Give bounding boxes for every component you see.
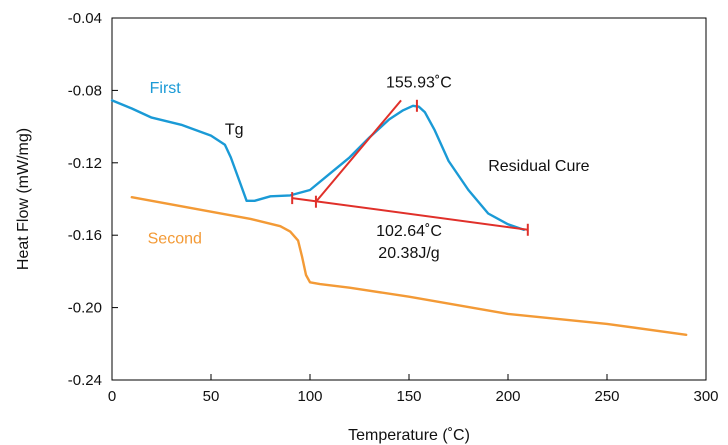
y-tick-label: -0.08 — [68, 82, 102, 99]
x-tick-label: 150 — [396, 388, 421, 405]
annotation-peak-temp: 155.93˚C — [386, 75, 452, 92]
baseline-line — [292, 197, 528, 231]
x-axis-title: Temperature (˚C) — [348, 427, 470, 444]
y-axis-ticks: -0.04 -0.08 -0.12 -0.16 -0.20 -0.24 — [68, 10, 118, 389]
y-tick-label: -0.12 — [68, 155, 102, 172]
y-tick-label: -0.16 — [68, 227, 102, 244]
annotation-tg: Tg — [225, 122, 244, 139]
y-axis-title: Heat Flow (mW/mg) — [15, 128, 32, 270]
annotation-residual-cure: Residual Cure — [488, 158, 589, 175]
y-tick-label: -0.20 — [68, 300, 102, 317]
series-label-first: First — [150, 80, 182, 97]
x-tick-label: 50 — [203, 388, 220, 405]
series-line-second — [130, 195, 688, 336]
annotation-enthalpy: 20.38J/g — [378, 245, 439, 262]
tangent-line — [315, 99, 402, 203]
series-line-first — [110, 99, 525, 232]
y-tick-label: -0.24 — [68, 372, 102, 389]
annotation-onset-temp: 102.64˚C — [376, 223, 442, 240]
series-label-second: Second — [148, 230, 202, 247]
x-tick-label: 250 — [594, 388, 619, 405]
y-tick-label: -0.04 — [68, 10, 102, 27]
x-axis-ticks: 0 50 100 150 200 250 300 — [108, 374, 719, 405]
x-tick-label: 200 — [495, 388, 520, 405]
x-tick-label: 300 — [693, 388, 718, 405]
x-tick-label: 0 — [108, 388, 116, 405]
series-layer — [110, 99, 688, 336]
x-tick-label: 100 — [297, 388, 322, 405]
construction-lines — [291, 99, 529, 236]
